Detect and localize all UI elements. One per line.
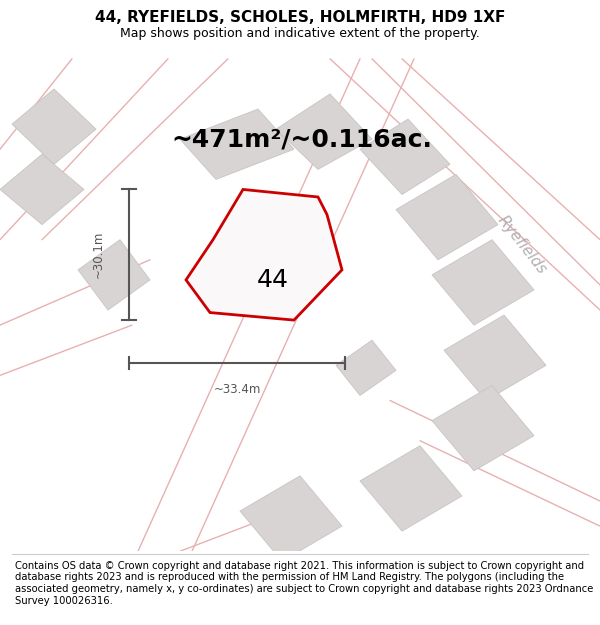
Polygon shape <box>180 109 294 179</box>
Polygon shape <box>444 315 546 401</box>
Polygon shape <box>360 446 462 531</box>
Text: Ryefields: Ryefields <box>494 213 550 277</box>
Polygon shape <box>0 154 84 224</box>
Polygon shape <box>360 119 450 194</box>
Polygon shape <box>276 94 372 169</box>
Text: ~30.1m: ~30.1m <box>92 231 105 279</box>
Text: 44: 44 <box>257 268 289 292</box>
Polygon shape <box>396 174 498 260</box>
Polygon shape <box>240 476 342 561</box>
Polygon shape <box>12 89 96 164</box>
Text: ~33.4m: ~33.4m <box>214 383 260 396</box>
Polygon shape <box>78 240 150 310</box>
Text: Contains OS data © Crown copyright and database right 2021. This information is : Contains OS data © Crown copyright and d… <box>15 561 593 606</box>
Polygon shape <box>432 386 534 471</box>
Polygon shape <box>432 240 534 325</box>
Text: 44, RYEFIELDS, SCHOLES, HOLMFIRTH, HD9 1XF: 44, RYEFIELDS, SCHOLES, HOLMFIRTH, HD9 1… <box>95 10 505 25</box>
Text: Map shows position and indicative extent of the property.: Map shows position and indicative extent… <box>120 27 480 40</box>
Text: ~471m²/~0.116ac.: ~471m²/~0.116ac. <box>171 127 432 151</box>
Polygon shape <box>336 340 396 396</box>
Polygon shape <box>186 189 342 320</box>
